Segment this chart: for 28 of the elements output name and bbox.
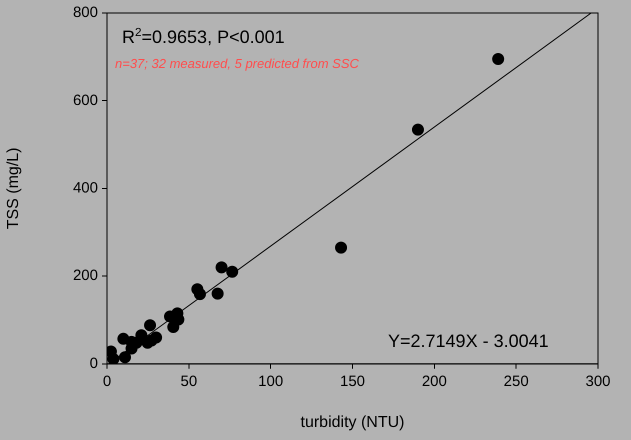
x-tick-label: 200: [422, 372, 447, 390]
annotation: Y=2.7149X - 3.0041: [388, 330, 549, 351]
x-tick-label: 100: [258, 372, 284, 390]
y-tick-label: 800: [72, 4, 98, 22]
point: [492, 53, 504, 66]
point: [119, 351, 132, 364]
point: [144, 319, 156, 332]
point: [107, 352, 120, 364]
point: [335, 242, 348, 254]
y-tick-label: 0: [90, 354, 98, 372]
x-tick-label: 300: [585, 372, 611, 390]
x-tick-label: 250: [504, 372, 529, 390]
y-axis-title: TSS (mg/L): [5, 148, 22, 230]
x-axis-title: turbidity (NTU): [300, 414, 405, 431]
point: [226, 266, 238, 278]
y-tick-label: 200: [72, 267, 98, 284]
point: [194, 288, 206, 300]
point: [167, 320, 180, 333]
point: [216, 261, 228, 274]
x-tick-label: 50: [180, 372, 198, 390]
x-tick-label: 0: [102, 372, 112, 390]
point: [212, 288, 224, 300]
point: [150, 331, 162, 344]
y-tick-label: 400: [72, 180, 98, 197]
point: [412, 124, 424, 136]
y-tick-label: 600: [72, 92, 98, 109]
x-tick-label: 150: [340, 372, 366, 390]
annotation: n=37; 32 measured, 5 predicted from SSC: [115, 56, 360, 71]
